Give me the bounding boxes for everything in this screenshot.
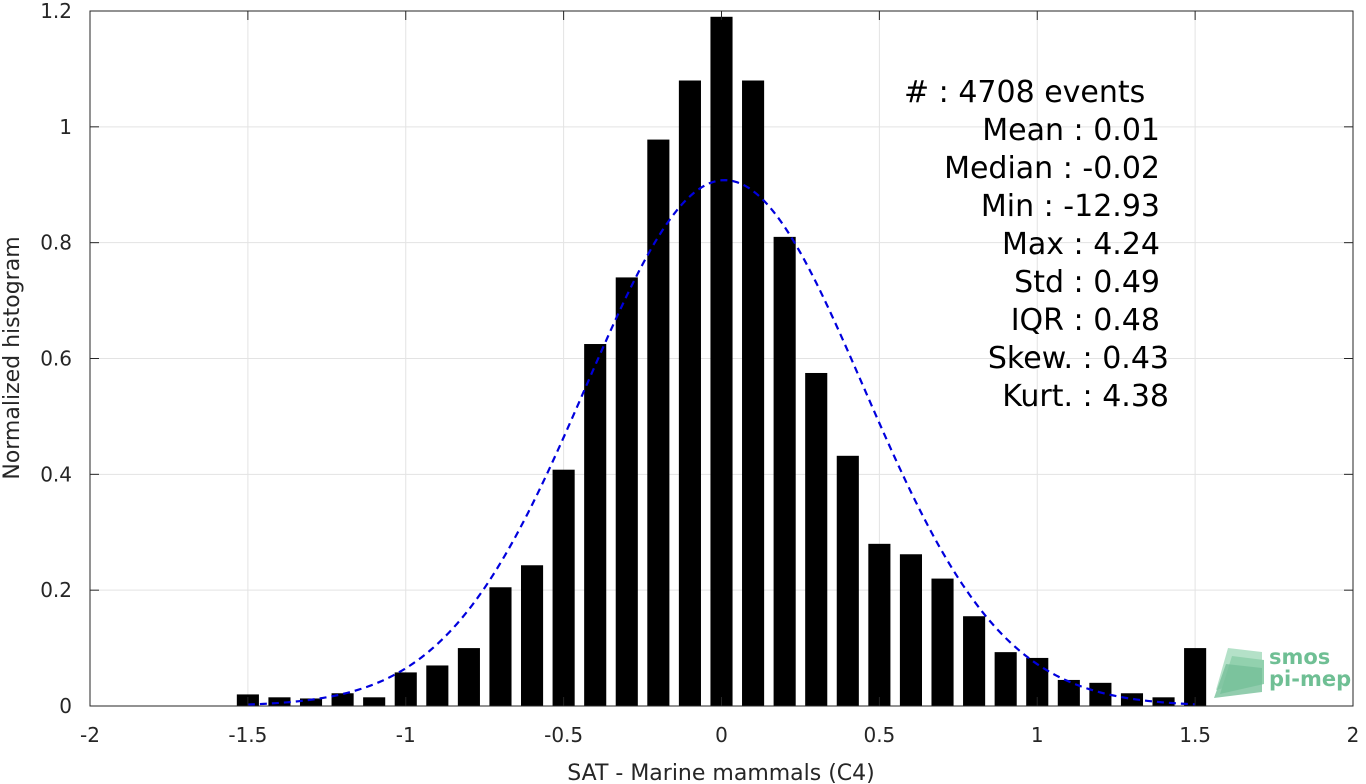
histogram-bar [299, 698, 323, 706]
y-tick-label: 0.4 [40, 462, 72, 486]
histogram-bar [1120, 693, 1144, 706]
gaussian-fit-curve [247, 179, 1196, 706]
histogram-bar [363, 697, 386, 706]
histogram-bar [1057, 679, 1080, 706]
stat-mean: Mean : 0.01 [982, 113, 1160, 148]
histogram-bar [1184, 648, 1207, 706]
stats-annotation: # : 4708 events Mean : 0.01 Median : -0.… [904, 75, 1169, 414]
histogram-bar [899, 554, 923, 706]
x-axis-title: SAT - Marine mammals (C4) [567, 761, 875, 784]
histogram-bar [268, 697, 291, 706]
y-tick-label: 0.8 [40, 231, 72, 255]
histogram-bar [994, 652, 1017, 706]
x-tick-label: 1.5 [1179, 723, 1211, 747]
tick-labels: -2 -1.5 -1 -0.5 0 0.5 1 1.5 2 0 0.2 0.4 0.6 0.8 1 1.2 [40, 0, 1359, 747]
y-axis-title: Normalized histogram [0, 236, 25, 479]
stat-iqr: IQR : 0.48 [1011, 303, 1160, 338]
histogram-bar [678, 80, 701, 706]
histogram-bar [520, 565, 544, 706]
y-tick-label: 0.2 [40, 578, 72, 602]
y-tick-label: 1.2 [40, 0, 72, 23]
x-tick-label: -1.5 [228, 723, 267, 747]
logo-line2: pi-mep [1269, 667, 1351, 691]
y-tick-label: 0.6 [40, 347, 72, 371]
x-tick-label: 2 [1347, 723, 1360, 747]
histogram-bar [426, 665, 449, 706]
axes-layer [89, 10, 1354, 707]
stat-count: # : 4708 events [904, 75, 1145, 110]
x-tick-label: 1 [1031, 723, 1044, 747]
stat-skew: Skew. : 0.43 [988, 341, 1169, 376]
stat-std: Std : 0.49 [1014, 265, 1160, 300]
smos-pimep-logo: smos pi-mep [1214, 645, 1351, 698]
histogram-bar [1026, 657, 1049, 706]
histogram-bar [836, 455, 859, 706]
stat-max: Max : 4.24 [1002, 227, 1160, 262]
histogram-bar [615, 277, 638, 706]
histogram-bar [331, 693, 354, 706]
axes-box [89, 10, 1354, 707]
histogram-bar [457, 648, 480, 706]
stat-min: Min : -12.93 [981, 189, 1160, 224]
histogram-bar [710, 16, 733, 706]
stat-median: Median : -0.02 [944, 151, 1160, 186]
histogram-bar [773, 236, 796, 706]
histogram-bar [489, 587, 512, 706]
x-tick-label: -1 [396, 723, 416, 747]
histogram-bar [584, 344, 607, 706]
histogram-bar [647, 139, 670, 706]
histogram-bar [868, 543, 891, 706]
x-tick-label: 0.5 [863, 723, 895, 747]
histogram-bar [931, 578, 954, 706]
bars-layer [236, 16, 1207, 706]
x-tick-label: -0.5 [544, 723, 583, 747]
histogram-bar [1089, 682, 1112, 706]
fit-curve-layer [247, 179, 1196, 706]
x-tick-label: 0 [715, 723, 728, 747]
histogram-bar [394, 672, 417, 706]
logo-line1: smos [1269, 645, 1330, 669]
histogram-bar [963, 616, 986, 706]
histogram-bar [552, 469, 575, 706]
histogram-bar [742, 80, 765, 706]
histogram-bar [805, 372, 828, 706]
y-tick-label: 0 [59, 694, 72, 718]
stat-kurt: Kurt. : 4.38 [1002, 379, 1169, 414]
x-tick-label: -2 [80, 723, 100, 747]
logo-wave-icon [1214, 648, 1264, 698]
y-tick-label: 1 [59, 115, 72, 139]
